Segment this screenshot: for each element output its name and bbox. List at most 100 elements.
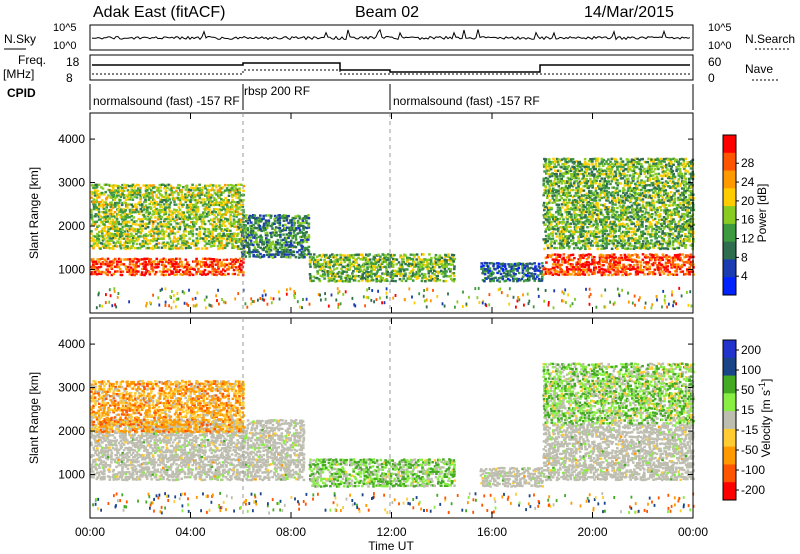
scatter-cell [292, 231, 296, 234]
scatter-cell [213, 191, 217, 195]
scatter-cell [573, 174, 576, 177]
scatter-cell [627, 258, 630, 262]
scatter-cell [623, 244, 626, 247]
scatter-cell [235, 266, 238, 269]
scatter-cell [593, 175, 596, 178]
scatter-cell [323, 273, 327, 276]
scatter-cell [207, 240, 211, 243]
scatter-cell [629, 247, 632, 250]
scatter-cell [163, 263, 166, 266]
scatter-cell [238, 267, 242, 271]
scatter-cell [280, 251, 284, 254]
scatter-cell [556, 160, 560, 163]
scatter-cell [483, 277, 487, 280]
scatter-cell [298, 253, 301, 256]
scatter-cell [584, 236, 587, 240]
scatter-cell [126, 189, 130, 192]
scatter-cell [440, 263, 443, 266]
scatter-cell [131, 263, 135, 266]
scatter-cell [116, 265, 119, 269]
scatter-cell [229, 201, 232, 204]
scatter-cell [165, 270, 169, 273]
scatter-cell [154, 270, 158, 274]
scatter-cell [302, 236, 306, 239]
scatter-cell [220, 270, 223, 273]
scatter-cell [632, 168, 636, 171]
scatter-cell [567, 256, 571, 259]
scatter-cell [627, 267, 631, 270]
scatter-cell [677, 253, 680, 257]
scatter-cell [449, 260, 452, 263]
scatter-cell [93, 223, 97, 226]
scatter-cell [275, 240, 278, 244]
scatter-cell [267, 219, 271, 222]
scatter-cell [102, 211, 106, 214]
scatter-cell [626, 211, 630, 215]
scatter-cell [131, 227, 135, 230]
scatter-cell [671, 263, 675, 266]
scatter-cell [585, 263, 589, 267]
scatter-cell [97, 272, 101, 275]
scatter-cell [287, 236, 290, 240]
scatter-cell [126, 265, 130, 269]
scatter-cell [103, 183, 107, 186]
scatter-cell [405, 256, 409, 259]
scatter-cell [126, 216, 130, 219]
scatter-cell [130, 211, 133, 214]
scatter-cell [135, 239, 139, 242]
scatter-cell [171, 265, 174, 268]
scatter-cell [551, 273, 555, 276]
scatter-cell [195, 213, 198, 216]
scatter-cell [195, 188, 198, 192]
scatter-cell [159, 198, 162, 201]
scatter-cell [422, 253, 425, 256]
scatter-cell [580, 172, 583, 176]
scatter-cell [207, 270, 211, 273]
scatter-cell [658, 263, 661, 266]
scatter-cell [591, 244, 594, 247]
scatter-cell [626, 160, 630, 164]
scatter-cell [492, 279, 495, 283]
scatter-cell [580, 187, 583, 191]
scatter-cell [628, 174, 632, 177]
scatter-cell [377, 260, 381, 263]
scatter-cell [628, 206, 632, 209]
scatter-cell [599, 271, 603, 274]
scatter-cell [157, 225, 161, 228]
scatter-cell [189, 266, 193, 269]
scatter-cell [510, 263, 513, 266]
scatter-cell [227, 237, 231, 240]
scatter-cell [577, 163, 580, 166]
scatter-cell [618, 225, 622, 228]
scatter-cell [407, 264, 411, 268]
scatter-cell [105, 211, 108, 214]
scatter-cell [634, 215, 637, 219]
scatter-cell [194, 260, 198, 263]
scatter-cell [164, 211, 168, 214]
scatter-cell [576, 273, 580, 276]
scatter-cell [231, 189, 234, 192]
scatter-cell [211, 210, 214, 214]
scatter-cell [240, 270, 243, 274]
scatter-cell [178, 268, 182, 272]
scatter-cell [375, 280, 378, 283]
scatter-cell [300, 217, 304, 221]
scatter-cell [175, 218, 179, 222]
scatter-cell [552, 182, 555, 185]
scatter-cell [111, 218, 115, 221]
scatter-cell [110, 184, 113, 188]
scatter-cell [202, 201, 205, 204]
scatter-cell [217, 194, 220, 197]
scatter-cell [241, 237, 245, 241]
scatter-cell [159, 189, 163, 192]
scatter-cell [546, 215, 549, 218]
scatter-cell [160, 263, 164, 266]
scatter-cell [630, 220, 634, 224]
scatter-cell [345, 274, 348, 277]
scatter-cell [119, 195, 123, 199]
scatter-cell [259, 240, 262, 243]
scatter-cell [285, 241, 289, 244]
scatter-cell [565, 167, 569, 171]
scatter-cell [625, 232, 629, 236]
scatter-cell [404, 254, 407, 257]
